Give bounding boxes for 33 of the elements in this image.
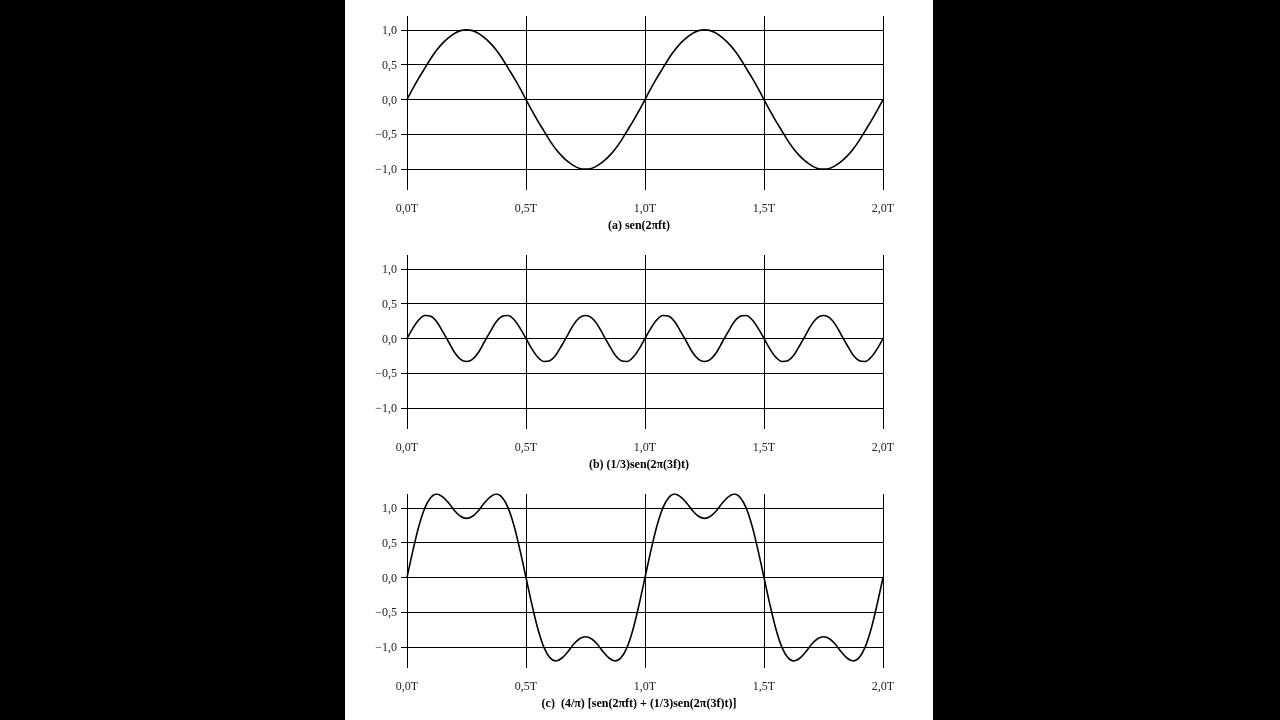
x-tick-label: 0,0T [395, 201, 419, 215]
x-tick-label: 0,0T [395, 440, 419, 454]
x-tick-label: 0,0T [395, 679, 419, 693]
y-tick-label: −0,5 [375, 127, 397, 142]
y-tick-label: 1,0 [382, 500, 397, 515]
text: (b) (1/3)sen(2π(3f)t) [588, 457, 690, 471]
y-tick-label: −1,0 [375, 162, 397, 177]
x-tick-label: 1,0T [633, 440, 657, 454]
text: (c) (4/π) [sen(2πft) + (1/3)sen(2π(3f)t)] [541, 696, 737, 710]
x-tick-label: 0,5T [514, 440, 538, 454]
x-tick-label: 0,5T [514, 201, 538, 215]
x-tick-label: 2,0T [871, 201, 895, 215]
y-tick-label: 0,0 [382, 570, 397, 585]
y-tick-label: 0,5 [382, 296, 397, 311]
x-tick-label: 2,0T [871, 440, 895, 454]
y-tick-label: 0,0 [382, 92, 397, 107]
x-tick-label: 1,5T [752, 201, 776, 215]
x-tick-label: 0,5T [514, 679, 538, 693]
text: (a) sen(2πft) [607, 218, 671, 232]
y-tick-label: 0,5 [382, 57, 397, 72]
y-tick-label: −0,5 [375, 605, 397, 620]
y-tick-label: 0,0 [382, 331, 397, 346]
y-tick-label: 1,0 [382, 22, 397, 37]
x-tick-label: 1,0T [633, 679, 657, 693]
y-tick-label: −1,0 [375, 640, 397, 655]
y-tick-label: −0,5 [375, 366, 397, 381]
x-tick-label: 1,0T [633, 201, 657, 215]
x-tick-label: 1,5T [752, 440, 776, 454]
y-tick-label: 0,5 [382, 535, 397, 550]
x-tick-label: 1,5T [752, 679, 776, 693]
y-tick-label: 1,0 [382, 261, 397, 276]
x-tick-label: 2,0T [871, 679, 895, 693]
y-tick-label: −1,0 [375, 401, 397, 416]
